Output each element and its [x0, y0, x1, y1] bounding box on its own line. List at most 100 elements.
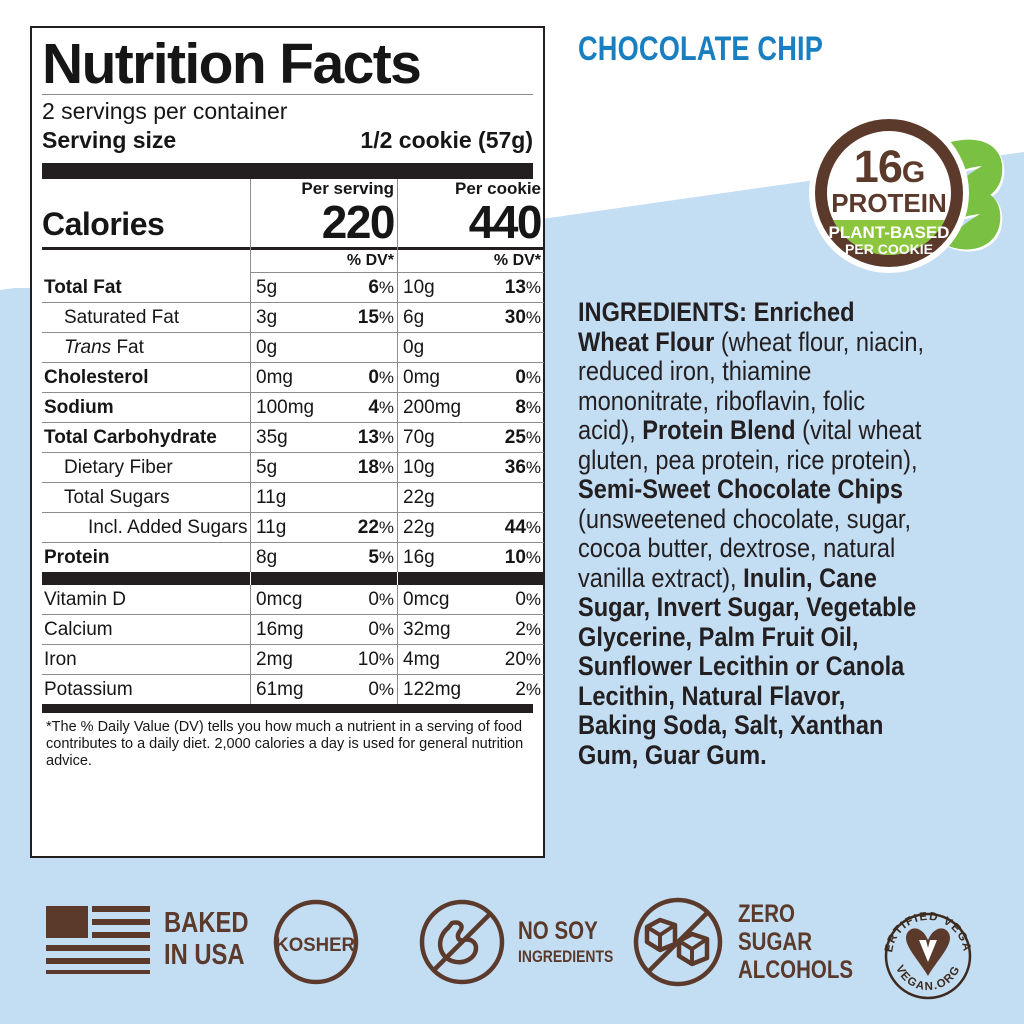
column-divider	[397, 452, 399, 483]
column-divider	[397, 674, 399, 704]
badge-certified-vegan: CERTIFIED VEGAN VEGAN.ORG	[876, 904, 980, 1008]
nutrient-daily-value: 0%	[476, 585, 545, 615]
nutrition-table-body: Per serving Per cookie Calories 220 440 …	[42, 179, 545, 704]
nutrient-amount: 100mg	[251, 392, 329, 423]
calories-per-serving: 220	[321, 196, 396, 248]
nutrient-daily-value: 6%	[329, 272, 398, 303]
nutrient-daily-value: 0%	[329, 614, 398, 645]
nutrient-daily-value	[476, 332, 545, 363]
daily-value-footnote: *The % Daily Value (DV) tells you how mu…	[46, 719, 524, 769]
table-row: Cholesterol 0mg 0% 0mg 0%	[42, 362, 545, 393]
nutrient-name: Cholesterol	[42, 362, 250, 393]
nutrient-daily-value	[329, 332, 398, 363]
nutrient-daily-value: 22%	[329, 512, 398, 543]
nutrient-daily-value: 10%	[504, 547, 542, 568]
nutrient-daily-value: 20%	[476, 644, 545, 675]
nutrient-daily-value: 8%	[476, 392, 545, 423]
column-divider	[397, 302, 399, 333]
ingredient-highlight: Semi-Sweet Chocolate Chips	[578, 474, 904, 504]
nutrient-amount: 22g	[398, 512, 477, 543]
nutrient-name: Saturated Fat	[42, 302, 250, 333]
ingredient-detail: (wheat flour, niacin, reduced iron, thia…	[578, 326, 925, 445]
table-row: Dietary Fiber 5g 18% 10g 36%	[42, 452, 545, 483]
nutrient-daily-value: 0%	[476, 362, 545, 393]
protein-band-line2: PER COOKIE	[845, 241, 933, 257]
nutrient-daily-value: 25%	[476, 422, 545, 453]
column-divider	[250, 422, 251, 453]
nutrient-amount: 16mg	[251, 614, 329, 645]
nutrient-amount: 5g	[251, 452, 329, 483]
column-divider	[250, 674, 251, 704]
band-mid	[251, 572, 398, 585]
nutrient-amount: 11g	[251, 512, 329, 543]
dv-header-row: % DV* % DV*	[42, 248, 545, 273]
nutrient-daily-value: 13%	[476, 272, 545, 303]
table-row: Potassium 61mg 0% 122mg 2%	[42, 674, 544, 704]
nutrient-amount: 35g	[251, 422, 329, 453]
nutrient-amount: 6g	[398, 302, 477, 333]
serving-size-row: Serving size 1/2 cookie (57g)	[42, 126, 533, 158]
kosher-label: KOSHER	[275, 934, 355, 955]
column-divider	[250, 542, 251, 572]
column-divider	[397, 332, 399, 363]
nutrient-amount: 0mcg	[251, 585, 329, 615]
nutrient-daily-value: 30%	[476, 302, 545, 333]
column-divider	[397, 422, 399, 453]
dv-header-per-serving: % DV*	[251, 248, 398, 273]
calories-rule-row	[42, 245, 545, 250]
badge-no-soy: NO SOY INGREDIENTS	[418, 898, 634, 986]
badge-label-line: INGREDIENTS	[518, 947, 614, 966]
ingredient-highlight: Inulin, Cane Sugar, Invert Sugar, Vegeta…	[578, 562, 917, 770]
nutrition-facts-panel: Nutrition Facts 2 servings per container…	[30, 26, 545, 858]
column-divider	[250, 644, 251, 675]
column-divider	[250, 452, 251, 483]
column-divider	[397, 392, 399, 423]
nutrient-daily-value: 4%	[329, 392, 398, 423]
serving-size-label: Serving size	[42, 127, 177, 153]
footnote-rule	[42, 704, 533, 713]
nutrient-amount: 5g	[251, 272, 329, 303]
nutrient-daily-value: 13%	[329, 422, 398, 453]
nutrient-amount: 10g	[398, 272, 477, 303]
nutrient-daily-value: 44%	[476, 512, 545, 543]
calories-label: Calories	[42, 206, 165, 242]
nutrient-amount: 70g	[398, 422, 477, 453]
ingredient-detail: (unsweetened chocolate, sugar, cocoa but…	[578, 503, 912, 593]
column-divider	[250, 302, 251, 333]
nutrient-daily-value	[329, 482, 398, 513]
nutrient-daily-value: 15%	[329, 302, 398, 333]
ingredient-highlight: Protein Blend	[642, 415, 796, 445]
badge-label-line: ALCOHOLS	[738, 955, 854, 984]
nutrient-name: Total Sugars	[42, 482, 250, 513]
column-divider	[397, 362, 399, 393]
nutrient-daily-value: 10%	[329, 644, 398, 675]
ingredient-detail: (vital wheat gluten, pea protein, rice p…	[578, 415, 922, 475]
nutrient-amount: 10g	[398, 452, 477, 483]
badge-label-line: SUGAR	[738, 927, 813, 956]
nutrient-name: Incl. Added Sugars	[42, 512, 250, 543]
nutrient-daily-value: 36%	[476, 452, 545, 483]
table-row: Vitamin D 0mcg 0% 0mcg 0%	[42, 585, 545, 615]
column-divider	[250, 585, 251, 615]
calories-per-cookie: 440	[468, 196, 543, 248]
no-sugar-cubes-icon	[633, 897, 723, 987]
column-divider	[397, 585, 399, 615]
column-divider	[250, 614, 251, 645]
nutrient-name: Calcium	[42, 614, 250, 645]
nutrient-amount: 61mg	[256, 679, 304, 700]
column-divider	[250, 362, 251, 393]
nutrient-daily-value: 0%	[329, 585, 398, 615]
heavy-rule-top	[42, 163, 533, 179]
nutrient-amount: 0g	[398, 332, 477, 363]
table-row: Protein 8g 5% 16g 10%	[42, 542, 544, 572]
table-row: Sodium 100mg 4% 200mg 8%	[42, 392, 545, 423]
column-divider	[397, 512, 399, 543]
servings-per-container: 2 servings per container	[42, 98, 288, 124]
protein-divider-band	[42, 572, 545, 585]
nutrient-name: Potassium	[44, 679, 133, 700]
nutrient-amount: 0mg	[251, 362, 329, 393]
nutrient-amount: 11g	[251, 482, 329, 513]
nutrient-amount: 3g	[251, 302, 329, 333]
column-divider	[397, 644, 399, 675]
nutrient-amount: 0mg	[398, 362, 477, 393]
